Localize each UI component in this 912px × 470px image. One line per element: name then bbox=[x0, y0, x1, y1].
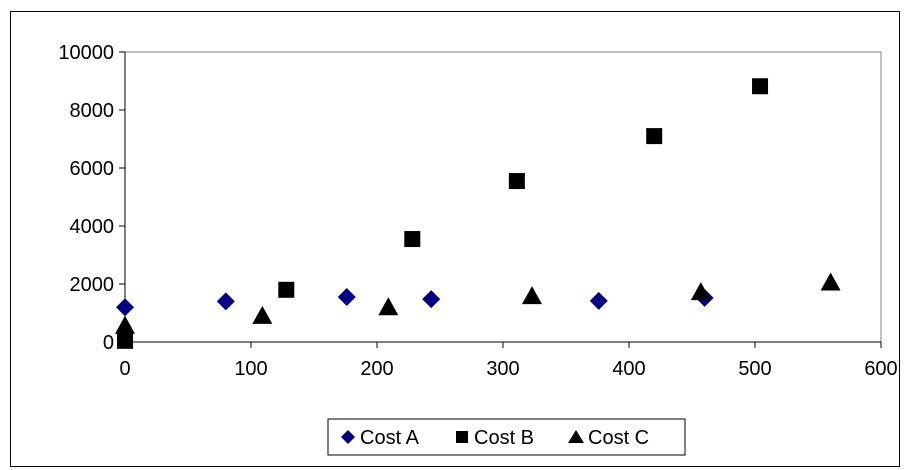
triangle-point bbox=[690, 282, 711, 301]
square-point bbox=[508, 173, 525, 190]
y-tick-label: 0 bbox=[103, 332, 114, 354]
x-tick-label: 0 bbox=[119, 358, 130, 380]
chart-area: 0 2000 4000 6000 8000 10000 0 100 200 300 400 500 60… bbox=[10, 11, 900, 467]
triangle-point bbox=[378, 297, 399, 316]
y-tick-label: 6000 bbox=[70, 158, 115, 180]
x-tick-label: 100 bbox=[234, 358, 267, 380]
legend-item: Cost C bbox=[568, 427, 649, 449]
x-tick-label: 400 bbox=[612, 358, 645, 380]
triangle-point bbox=[115, 315, 135, 334]
square-point bbox=[752, 78, 769, 95]
triangle-point bbox=[521, 286, 542, 305]
square-point bbox=[646, 128, 663, 145]
legend-box bbox=[327, 418, 686, 456]
legend-diamond-icon bbox=[341, 430, 355, 444]
legend-label: Cost A bbox=[360, 427, 420, 449]
triangle-point bbox=[820, 272, 841, 291]
plot-area bbox=[124, 51, 882, 343]
x-tick-label: 200 bbox=[360, 358, 393, 380]
series-cost-b bbox=[117, 78, 769, 349]
y-tick-label: 4000 bbox=[70, 216, 115, 238]
x-tick-label: 500 bbox=[738, 358, 771, 380]
diamond-point bbox=[337, 288, 356, 307]
y-tick-label: 8000 bbox=[70, 100, 115, 122]
legend-square-icon bbox=[456, 431, 468, 443]
x-tick-label: 600 bbox=[864, 358, 897, 380]
y-tick-label: 10000 bbox=[58, 42, 114, 64]
legend-triangle-icon bbox=[568, 430, 584, 443]
diamond-point bbox=[589, 291, 608, 310]
scatter-chart: 0 2000 4000 6000 8000 10000 0 100 200 300 400 500 60… bbox=[58, 42, 898, 456]
diamond-point bbox=[116, 298, 134, 317]
legend-label: Cost C bbox=[588, 427, 649, 449]
legend-item: Cost A bbox=[341, 427, 420, 449]
square-point bbox=[117, 332, 133, 349]
square-point bbox=[278, 281, 295, 298]
x-tick-label: 300 bbox=[486, 358, 519, 380]
triangle-point bbox=[252, 305, 273, 324]
series-cost-a bbox=[116, 288, 714, 317]
legend-item: Cost B bbox=[456, 427, 534, 449]
y-tick-label: 2000 bbox=[70, 274, 115, 296]
series-cost-c bbox=[115, 272, 841, 334]
legend-label: Cost B bbox=[474, 427, 534, 449]
diamond-point bbox=[422, 290, 441, 309]
square-point bbox=[404, 231, 421, 248]
diamond-point bbox=[216, 292, 235, 311]
